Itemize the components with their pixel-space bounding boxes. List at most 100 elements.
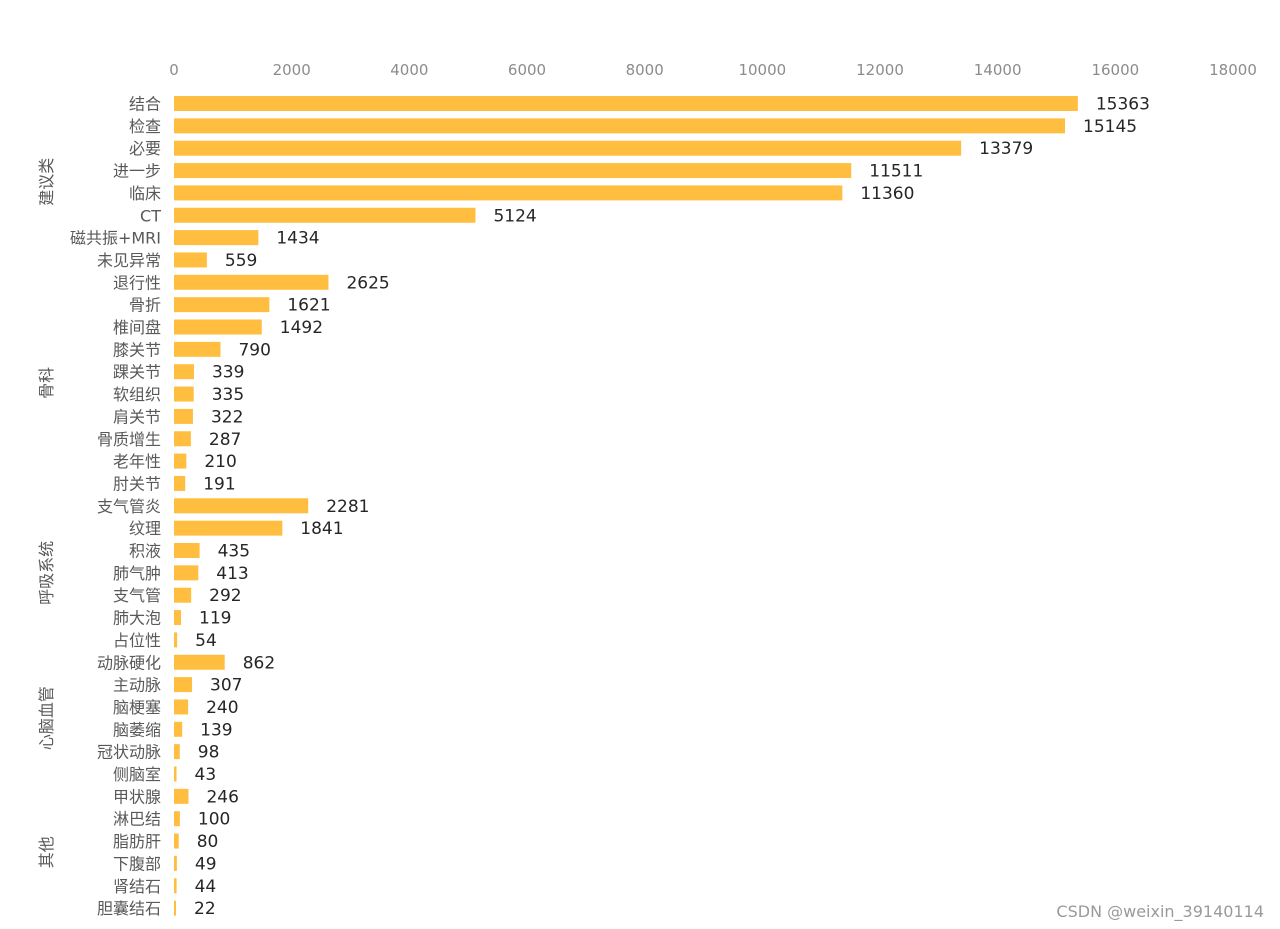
- category-label: 脑梗塞: [113, 698, 161, 717]
- x-tick-label: 6000: [508, 61, 546, 79]
- bar: [174, 833, 179, 849]
- category-label: 下腹部: [113, 854, 161, 873]
- value-label: 292: [209, 586, 241, 606]
- category-label: 肩关节: [113, 407, 161, 426]
- value-label: 119: [199, 609, 231, 629]
- category-label: 纹理: [129, 519, 161, 538]
- x-tick-label: 10000: [738, 61, 786, 79]
- bar: [174, 610, 182, 626]
- bar: [174, 788, 189, 804]
- category-label: 必要: [129, 139, 161, 158]
- bar: [174, 252, 207, 268]
- x-tick-label: 2000: [273, 61, 311, 79]
- category-label: 检查: [129, 117, 161, 136]
- bar: [174, 163, 852, 179]
- bar: [174, 96, 1078, 111]
- category-label: 膝关节: [113, 340, 161, 359]
- category-label: 退行性: [113, 273, 161, 292]
- value-label: 1841: [300, 519, 343, 539]
- value-label: 1492: [280, 318, 323, 338]
- bar: [174, 677, 193, 693]
- category-label: 脂肪肝: [113, 832, 161, 851]
- value-label: 54: [195, 631, 217, 651]
- value-label: 11360: [860, 184, 914, 204]
- bar: [174, 297, 270, 313]
- group-label: 建议类: [37, 158, 56, 206]
- category-label: 动脉硬化: [97, 653, 161, 672]
- bar: [174, 498, 309, 514]
- bar: [174, 341, 221, 357]
- category-label: 老年性: [113, 452, 161, 471]
- bar: [174, 543, 200, 558]
- category-label: 磁共振+MRI: [70, 229, 161, 248]
- x-tick-label: 0: [169, 61, 179, 79]
- category-label: 支气管: [113, 586, 161, 605]
- value-label: 307: [210, 676, 242, 696]
- category-label: 踝关节: [113, 363, 161, 382]
- value-label: 246: [206, 787, 238, 807]
- category-label: 结合: [129, 95, 161, 114]
- value-label: 100: [198, 810, 230, 830]
- value-label: 139: [200, 720, 232, 740]
- bar: [174, 453, 187, 469]
- bar: [174, 565, 199, 581]
- bar: [174, 900, 176, 916]
- value-label: 15363: [1096, 95, 1150, 115]
- x-tick-label: 8000: [626, 61, 664, 79]
- bar: [174, 140, 962, 156]
- group-label: 骨科: [37, 367, 56, 399]
- category-label: 骨折: [129, 296, 161, 315]
- category-label: 冠状动脉: [97, 743, 161, 762]
- category-label: 胆囊结石: [97, 899, 161, 918]
- category-label: 脑萎缩: [113, 720, 161, 739]
- bar: [174, 364, 194, 380]
- bar: [174, 632, 178, 648]
- bar: [174, 475, 186, 491]
- category-label: 肘关节: [113, 474, 161, 493]
- bar: [174, 118, 1066, 134]
- category-label: 未见异常: [97, 251, 161, 270]
- category-label: 进一步: [113, 162, 161, 181]
- bar: [174, 744, 180, 760]
- category-label: 软组织: [113, 385, 161, 404]
- value-label: 49: [195, 854, 217, 874]
- value-label: 15145: [1083, 117, 1137, 137]
- bar: [174, 811, 180, 827]
- value-label: 790: [238, 340, 270, 360]
- value-label: 335: [212, 385, 244, 405]
- category-label: 淋巴结: [113, 810, 161, 829]
- value-label: 862: [243, 653, 275, 673]
- value-label: 80: [197, 832, 219, 852]
- bar: [174, 408, 193, 424]
- group-label: 呼吸系统: [37, 541, 56, 605]
- value-label: 210: [204, 452, 236, 472]
- category-label: 甲状腺: [113, 787, 161, 806]
- value-label: 43: [195, 765, 217, 785]
- value-label: 1434: [276, 229, 319, 249]
- x-tick-label: 4000: [390, 61, 428, 79]
- bar: [174, 386, 194, 402]
- value-label: 22: [194, 899, 216, 919]
- value-label: 287: [209, 430, 241, 450]
- group-label: 其他: [37, 836, 56, 868]
- category-label: 积液: [129, 542, 161, 561]
- category-label: 占位性: [113, 631, 161, 650]
- value-label: 13379: [979, 139, 1033, 159]
- bar: [174, 274, 329, 290]
- bars: [174, 96, 1078, 916]
- category-label: CT: [140, 206, 161, 225]
- watermark: CSDN @weixin_39140114: [1056, 902, 1264, 922]
- bar: [174, 319, 262, 335]
- category-label: 肺气肿: [113, 564, 161, 583]
- bar: [174, 766, 177, 782]
- value-label: 559: [225, 251, 257, 271]
- category-label: 支气管炎: [97, 497, 161, 516]
- category-label: 骨质增生: [97, 430, 161, 449]
- bar: [174, 185, 843, 201]
- bar: [174, 207, 476, 223]
- value-label: 2281: [326, 497, 369, 517]
- bar: [174, 654, 225, 670]
